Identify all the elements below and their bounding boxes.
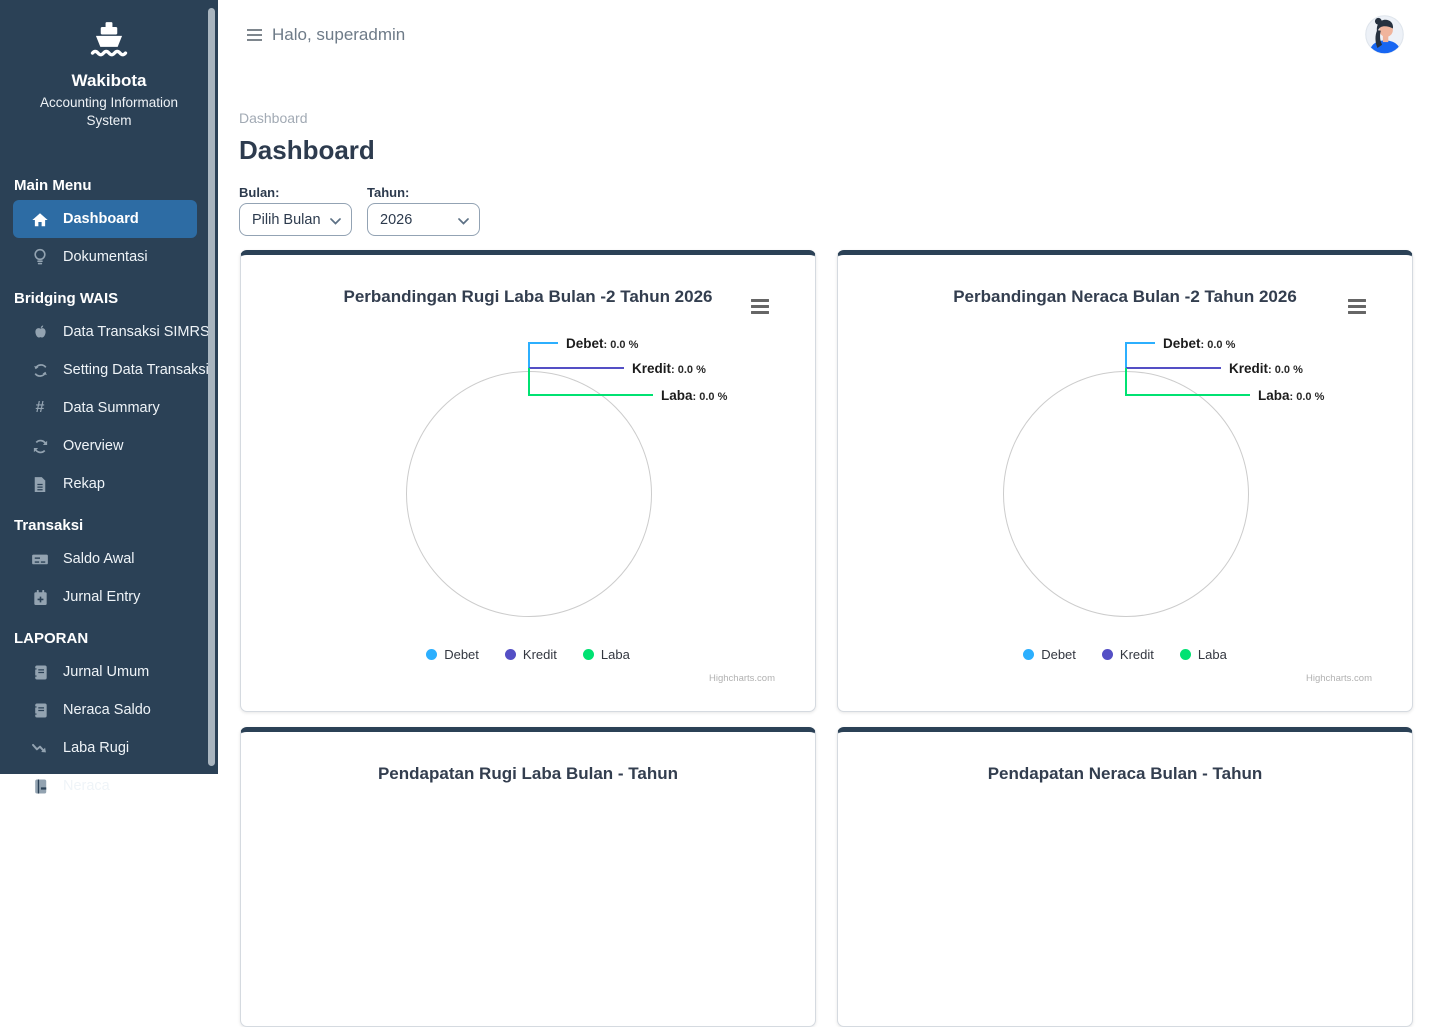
sidebar: Wakibota Accounting Information System M… xyxy=(0,0,218,794)
hamburger-icon[interactable] xyxy=(246,28,263,47)
sidebar-item-neraca-saldo[interactable]: Neraca Saldo xyxy=(0,691,218,729)
pie-connectors xyxy=(1125,342,1250,396)
tahun-select[interactable]: 2026 xyxy=(367,203,480,236)
hashtag-icon: # xyxy=(35,399,45,417)
data-label-kredit: Kredit: 0.0 % xyxy=(1229,361,1303,376)
book-icon xyxy=(30,664,50,681)
tahun-select-value: 2026 xyxy=(380,211,413,228)
legend-dot xyxy=(426,649,438,660)
sidebar-item-label: Neraca xyxy=(63,778,110,795)
sidebar-item-data-transaksi-simrs[interactable]: Data Transaksi SIMRS xyxy=(0,313,218,351)
bulan-label: Bulan: xyxy=(239,185,280,200)
sidebar-item-label: Dashboard xyxy=(63,211,139,228)
sidebar-item-laba-rugi[interactable]: Laba Rugi xyxy=(0,729,218,767)
legend-item-kredit[interactable]: Kredit xyxy=(1101,647,1154,662)
sidebar-item-label: Jurnal Entry xyxy=(63,589,141,606)
recycle-icon xyxy=(30,362,50,379)
sidebar-item-label: Data Summary xyxy=(63,400,160,417)
sidebar-item-label: Neraca Saldo xyxy=(63,702,151,719)
nav-section-main-menu: Main Menu xyxy=(14,177,92,195)
nav-section-transaksi: Transaksi xyxy=(14,517,84,535)
chart-title: Pendapatan Neraca Bulan - Tahun xyxy=(987,764,1263,783)
highcharts-credits[interactable]: Highcharts.com xyxy=(709,673,775,684)
sidebar-item-setting-data-transaksi[interactable]: Setting Data Transaksi xyxy=(0,351,218,389)
chart-card-pendapatan-neraca: Pendapatan Neraca Bulan - Tahun xyxy=(837,727,1413,1027)
journal-icon xyxy=(30,778,50,795)
legend-dot xyxy=(504,649,516,660)
legend-dot xyxy=(1023,649,1035,660)
apple-icon xyxy=(30,323,50,341)
lightbulb-icon xyxy=(30,248,50,266)
data-label-debet: Debet: 0.0 % xyxy=(1163,336,1236,351)
sidebar-item-data-summary[interactable]: # Data Summary xyxy=(0,389,218,427)
chart-card-pendapatan-rugi-laba: Pendapatan Rugi Laba Bulan - Tahun xyxy=(240,727,816,1027)
sidebar-nav: Main Menu Dashboard Dokumentasi Bridging… xyxy=(0,177,218,805)
tahun-label: Tahun: xyxy=(367,185,410,200)
sidebar-item-label: Dokumentasi xyxy=(63,249,148,266)
legend-item-laba[interactable]: Laba xyxy=(1179,647,1227,662)
sidebar-item-rekap[interactable]: Rekap xyxy=(0,465,218,503)
sidebar-item-jurnal-entry[interactable]: Jurnal Entry xyxy=(0,578,218,616)
sidebar-item-neraca[interactable]: Neraca xyxy=(0,767,218,805)
bulan-select-value: Pilih Bulan xyxy=(252,211,321,228)
nav-section-bridging-wais: Bridging WAIS xyxy=(14,290,119,308)
legend-dot xyxy=(1179,649,1191,660)
pie-connectors xyxy=(528,342,653,396)
data-label-laba: Laba: 0.0 % xyxy=(1258,388,1325,403)
legend-item-kredit[interactable]: Kredit xyxy=(504,647,557,662)
calendar-plus-icon xyxy=(30,589,50,606)
brand[interactable]: Wakibota Accounting Information System xyxy=(0,18,218,129)
ship-icon xyxy=(0,18,218,67)
user-avatar[interactable] xyxy=(1365,15,1404,54)
legend-item-laba[interactable]: Laba xyxy=(582,647,630,662)
brand-name: Wakibota xyxy=(71,71,147,90)
main-content: Halo, superadmin Dashboard Dashboard Bul… xyxy=(218,0,1433,1027)
dashboard-cards: Perbandingan Rugi Laba Bulan -2 Tahun 20… xyxy=(240,250,1413,1027)
money-check-icon xyxy=(30,552,50,566)
chart-title: Pendapatan Rugi Laba Bulan - Tahun xyxy=(377,764,679,783)
highcharts-credits[interactable]: Highcharts.com xyxy=(1306,673,1372,684)
legend-dot xyxy=(582,649,594,660)
sidebar-item-label: Saldo Awal xyxy=(63,551,135,568)
chart-title: Perbandingan Rugi Laba Bulan -2 Tahun 20… xyxy=(343,287,713,306)
brand-subtitle: Accounting Information System xyxy=(39,95,179,128)
data-label-debet: Debet: 0.0 % xyxy=(566,336,639,351)
sidebar-item-dashboard[interactable]: Dashboard xyxy=(13,200,197,239)
chevron-down-icon xyxy=(458,213,469,229)
sidebar-item-saldo-awal[interactable]: Saldo Awal xyxy=(0,540,218,578)
sidebar-item-label: Overview xyxy=(63,438,124,455)
chart-title: Perbandingan Neraca Bulan -2 Tahun 2026 xyxy=(953,287,1297,306)
sidebar-item-label: Rekap xyxy=(63,476,105,493)
sync-icon xyxy=(30,438,50,455)
chevron-down-icon xyxy=(330,213,341,229)
chart-legend: Debet Kredit Laba xyxy=(838,647,1412,662)
greeting-text: Halo, superadmin xyxy=(272,25,406,44)
sidebar-item-dokumentasi[interactable]: Dokumentasi xyxy=(0,238,218,276)
chart-card-rugi-laba: Perbandingan Rugi Laba Bulan -2 Tahun 20… xyxy=(240,250,816,712)
chart-context-menu-icon[interactable] xyxy=(1348,299,1366,317)
sidebar-item-jurnal-umum[interactable]: Jurnal Umum xyxy=(0,653,218,691)
bulan-select[interactable]: Pilih Bulan xyxy=(239,203,352,236)
chart-context-menu-icon[interactable] xyxy=(751,299,769,317)
page-title: Dashboard xyxy=(239,135,375,165)
book-icon xyxy=(30,702,50,719)
legend-item-debet[interactable]: Debet xyxy=(1023,647,1076,662)
chart-line-down-icon xyxy=(30,741,50,755)
legend-item-debet[interactable]: Debet xyxy=(426,647,479,662)
chart-legend: Debet Kredit Laba xyxy=(241,647,815,662)
home-icon xyxy=(30,211,50,228)
nav-section-laporan: LAPORAN xyxy=(14,630,89,648)
sidebar-item-overview[interactable]: Overview xyxy=(0,427,218,465)
data-label-laba: Laba: 0.0 % xyxy=(661,388,728,403)
file-icon xyxy=(30,476,50,493)
sidebar-item-label: Laba Rugi xyxy=(63,740,130,757)
chart-card-neraca: Perbandingan Neraca Bulan -2 Tahun 2026 … xyxy=(837,250,1413,712)
sidebar-item-label: Jurnal Umum xyxy=(63,664,150,681)
data-label-kredit: Kredit: 0.0 % xyxy=(632,361,706,376)
sidebar-item-label: Setting Data Transaksi xyxy=(63,362,209,379)
sidebar-item-label: Data Transaksi SIMRS xyxy=(63,324,210,341)
sidebar-scrollbar[interactable] xyxy=(208,8,215,766)
breadcrumb[interactable]: Dashboard xyxy=(239,110,308,126)
legend-dot xyxy=(1101,649,1113,660)
